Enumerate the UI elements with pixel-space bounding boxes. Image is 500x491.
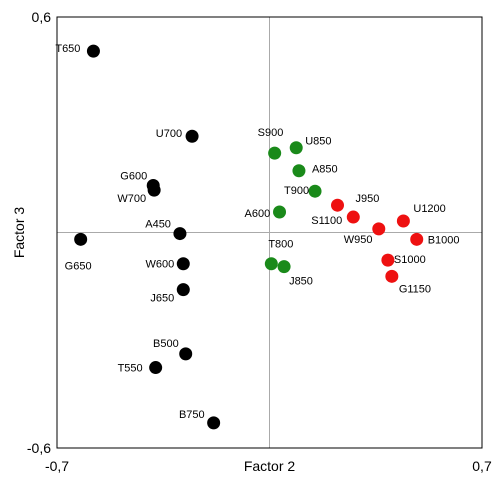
data-point-w700 <box>147 183 161 197</box>
data-point-label-b750: B750 <box>179 409 205 421</box>
data-point-g1150 <box>385 269 399 283</box>
data-point-g650 <box>74 232 88 246</box>
data-point-s1100 <box>346 210 360 224</box>
data-point-label-b500: B500 <box>153 338 179 350</box>
data-point-label-g650: G650 <box>65 260 92 272</box>
data-point-label-j650: J650 <box>150 293 174 305</box>
data-point-label-s900: S900 <box>258 127 284 139</box>
data-point-labels: T650 U700 G600 W700 A450 G650 W600 J650 B500 T550… <box>55 43 459 421</box>
data-point-label-t800: T800 <box>268 239 293 251</box>
data-point-label-u850: U850 <box>305 136 331 148</box>
data-point-s900 <box>268 146 282 160</box>
zero-lines <box>57 17 482 448</box>
data-point-j950 <box>331 198 344 212</box>
data-point-b1000 <box>410 232 424 246</box>
data-point-label-j850: J850 <box>289 276 313 288</box>
data-point-label-j950: J950 <box>356 193 380 205</box>
data-point-j650 <box>176 283 190 297</box>
y-axis-title: Factor 3 <box>11 207 27 259</box>
data-point-t900 <box>308 184 322 198</box>
data-point-label-s1000: S1000 <box>394 254 426 266</box>
x-tick-label-left: -0,7 <box>45 458 69 474</box>
data-point-label-t550: T550 <box>118 363 143 375</box>
data-point-a450 <box>173 227 187 241</box>
data-points <box>74 44 424 430</box>
data-point-j850 <box>277 260 291 274</box>
data-point-label-w950: W950 <box>344 234 373 246</box>
data-point-u850 <box>289 141 303 155</box>
data-point-t650 <box>86 44 100 58</box>
data-point-label-t650: T650 <box>55 43 80 55</box>
y-tick-label-bottom: -0,6 <box>27 440 51 456</box>
data-point-u700 <box>185 129 199 143</box>
data-point-label-w600: W600 <box>146 259 175 271</box>
data-point-b500 <box>179 347 193 361</box>
data-point-t800 <box>264 257 278 271</box>
data-point-label-g1150: G1150 <box>399 283 431 295</box>
data-point-t550 <box>149 361 163 375</box>
data-point-s1000 <box>381 253 395 267</box>
plot-frame <box>56 16 483 449</box>
data-point-label-t900: T900 <box>284 185 309 197</box>
data-point-label-b1000: B1000 <box>428 234 460 246</box>
data-point-label-a600: A600 <box>245 208 271 220</box>
x-axis-title: Factor 2 <box>244 458 296 474</box>
data-point-label-u700: U700 <box>156 128 182 140</box>
data-point-u1200 <box>396 214 410 228</box>
y-tick-label-top: 0,6 <box>32 9 52 25</box>
data-point-w600 <box>176 257 190 271</box>
data-point-label-u1200: U1200 <box>413 203 445 215</box>
data-point-b750 <box>207 416 221 430</box>
data-point-label-a450: A450 <box>145 219 171 231</box>
data-point-label-a850: A850 <box>312 164 338 176</box>
data-point-w950 <box>372 222 386 236</box>
data-point-label-s1100: S1100 <box>311 215 342 227</box>
data-point-a850 <box>292 164 306 178</box>
data-point-label-w700: W700 <box>117 193 146 205</box>
x-tick-label-right: 0,7 <box>472 458 492 474</box>
data-point-a600 <box>273 205 287 219</box>
data-point-label-g600: G600 <box>120 170 147 182</box>
